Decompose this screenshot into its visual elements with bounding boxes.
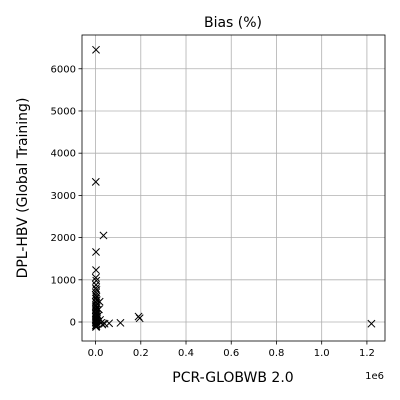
x-tick-label: 0.2 <box>133 348 149 359</box>
data-point-x-marker <box>105 319 114 328</box>
y-axis-label: DPL-HBV (Global Training) <box>15 98 31 279</box>
x-tick-label: 1.0 <box>314 348 330 359</box>
data-point-x-marker <box>91 177 100 186</box>
x-tick-label: 0.6 <box>223 348 239 359</box>
y-tick-label: 2000 <box>51 233 76 244</box>
data-points <box>91 45 376 332</box>
y-tick-label: 0 <box>70 318 76 329</box>
data-point-x-marker <box>135 314 144 323</box>
data-point-x-marker <box>367 319 376 328</box>
y-tick-label: 6000 <box>51 64 76 75</box>
data-point-x-marker <box>96 315 105 324</box>
plot-frame <box>81 34 386 342</box>
data-point-x-marker <box>92 247 100 256</box>
data-point-x-marker <box>99 231 108 240</box>
data-point-x-marker <box>95 297 104 306</box>
y-tick-label: 3000 <box>51 191 76 202</box>
y-tick-label: 4000 <box>51 149 76 160</box>
y-tick-label: 5000 <box>51 106 76 117</box>
x-axis-label: PCR-GLOBWB 2.0 <box>172 370 293 386</box>
x-tick-label: 0.8 <box>269 348 285 359</box>
data-point-x-marker <box>94 311 103 320</box>
x-tick-label: 0.0 <box>88 348 104 359</box>
x-axis-offset-text: 1e6 <box>365 371 384 382</box>
chart-title: Bias (%) <box>204 15 262 31</box>
data-point-x-marker <box>92 323 100 332</box>
data-point-x-marker <box>91 273 100 282</box>
data-point-x-marker <box>98 320 107 329</box>
x-tick-label: 1.2 <box>359 348 375 359</box>
y-tick-label: 1000 <box>51 275 76 286</box>
axis-ticks: 0.0 0.2 0.4 0.6 0.8 1.0 1.2 0 1000 2000 3000 4000 50… <box>51 64 375 359</box>
grid-lines <box>82 35 385 341</box>
x-tick-label: 0.4 <box>178 348 194 359</box>
data-point-x-marker <box>116 318 125 327</box>
data-point-x-marker <box>95 305 103 314</box>
data-point-x-marker <box>92 45 100 54</box>
data-point-x-marker <box>92 266 100 275</box>
